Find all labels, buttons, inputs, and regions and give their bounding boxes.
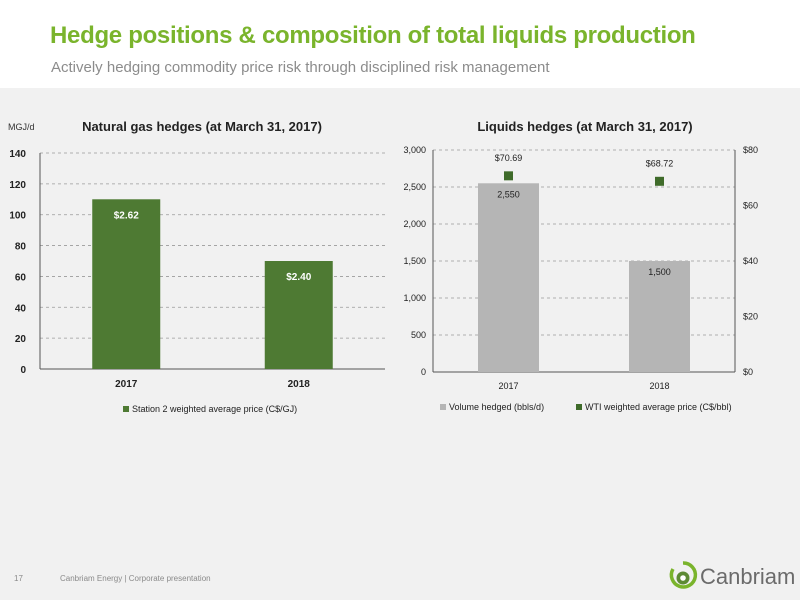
chart2-bar (478, 183, 539, 372)
chart2-y2-tick-label: $80 (743, 145, 758, 155)
chart2-title: Liquids hedges (at March 31, 2017) (477, 119, 692, 134)
chart1-title: Natural gas hedges (at March 31, 2017) (82, 119, 322, 134)
chart2-y-tick-label: 1,500 (403, 256, 426, 266)
chart2-price-marker (655, 176, 664, 186)
chart2-legend-label-volume: Volume hedged (bbls/d) (449, 402, 544, 412)
chart1-y-tick-label: 100 (9, 211, 26, 222)
chart2-y2-tick-label: $20 (743, 312, 758, 322)
chart1-y-tick-label: 20 (15, 334, 27, 345)
chart2-y-tick-label: 0 (421, 367, 426, 377)
chart2-price-marker (504, 171, 513, 181)
chart1-bar-data-label: $2.62 (114, 210, 139, 221)
chart1-x-tick-label: 2017 (115, 379, 138, 390)
chart2-x-tick-label: 2018 (649, 381, 669, 391)
chart2-y-tick-label: 2,500 (403, 182, 426, 192)
chart1-legend-swatch (123, 406, 129, 412)
chart2-y-tick-label: 2,000 (403, 219, 426, 229)
chart2-bar-data-label: 2,550 (497, 189, 520, 199)
chart1-y-tick-label: 60 (15, 272, 27, 283)
chart1-bar (264, 261, 333, 369)
chart2-y-tick-label: 1,000 (403, 293, 426, 303)
slide-subtitle: Actively hedging commodity price risk th… (51, 59, 550, 76)
chart1-y-tick-label: 40 (15, 303, 27, 314)
chart1-y-tick-label: 140 (9, 149, 26, 160)
canbriam-logo-icon (669, 561, 698, 589)
slide-header: Hedge positions & composition of total l… (0, 0, 800, 88)
chart2-y2-tick-label: $0 (743, 367, 753, 377)
logo-wordmark: Canbriam (700, 564, 796, 589)
chart2-y2-tick-label: $60 (743, 201, 758, 211)
chart1-legend-label: Station 2 weighted average price (C$/GJ) (132, 404, 297, 414)
chart1-y-tick-label: 0 (20, 365, 26, 376)
chart2-legend-swatch-volume (440, 404, 446, 410)
chart1-bar-data-label: $2.40 (286, 272, 311, 283)
footer-text: Canbriam Energy | Corporate presentation (60, 574, 211, 583)
company-logo: Canbriam (668, 560, 796, 594)
chart1-bar (92, 199, 161, 369)
chart1-y-tick-label: 80 (15, 242, 27, 253)
chart2-y-tick-label: 3,000 (403, 145, 426, 155)
chart2-price-data-label: $70.69 (495, 153, 523, 163)
chart1-y-axis-label: MGJ/d (8, 122, 35, 132)
chart2-x-tick-label: 2017 (498, 381, 518, 391)
slide-title: Hedge positions & composition of total l… (50, 22, 696, 49)
chart2-y2-tick-label: $40 (743, 256, 758, 266)
chart2-legend-swatch-price (576, 404, 582, 410)
chart2-legend-label-price: WTI weighted average price (C$/bbl) (585, 402, 732, 412)
chart2-y-tick-label: 500 (411, 330, 426, 340)
page-number: 17 (14, 574, 23, 583)
chart1-x-tick-label: 2018 (288, 379, 311, 390)
chart2-bar-data-label: 1,500 (648, 267, 671, 277)
chart2-bar (629, 261, 690, 372)
chart2-price-data-label: $68.72 (646, 158, 674, 168)
chart1-y-tick-label: 120 (9, 180, 26, 191)
